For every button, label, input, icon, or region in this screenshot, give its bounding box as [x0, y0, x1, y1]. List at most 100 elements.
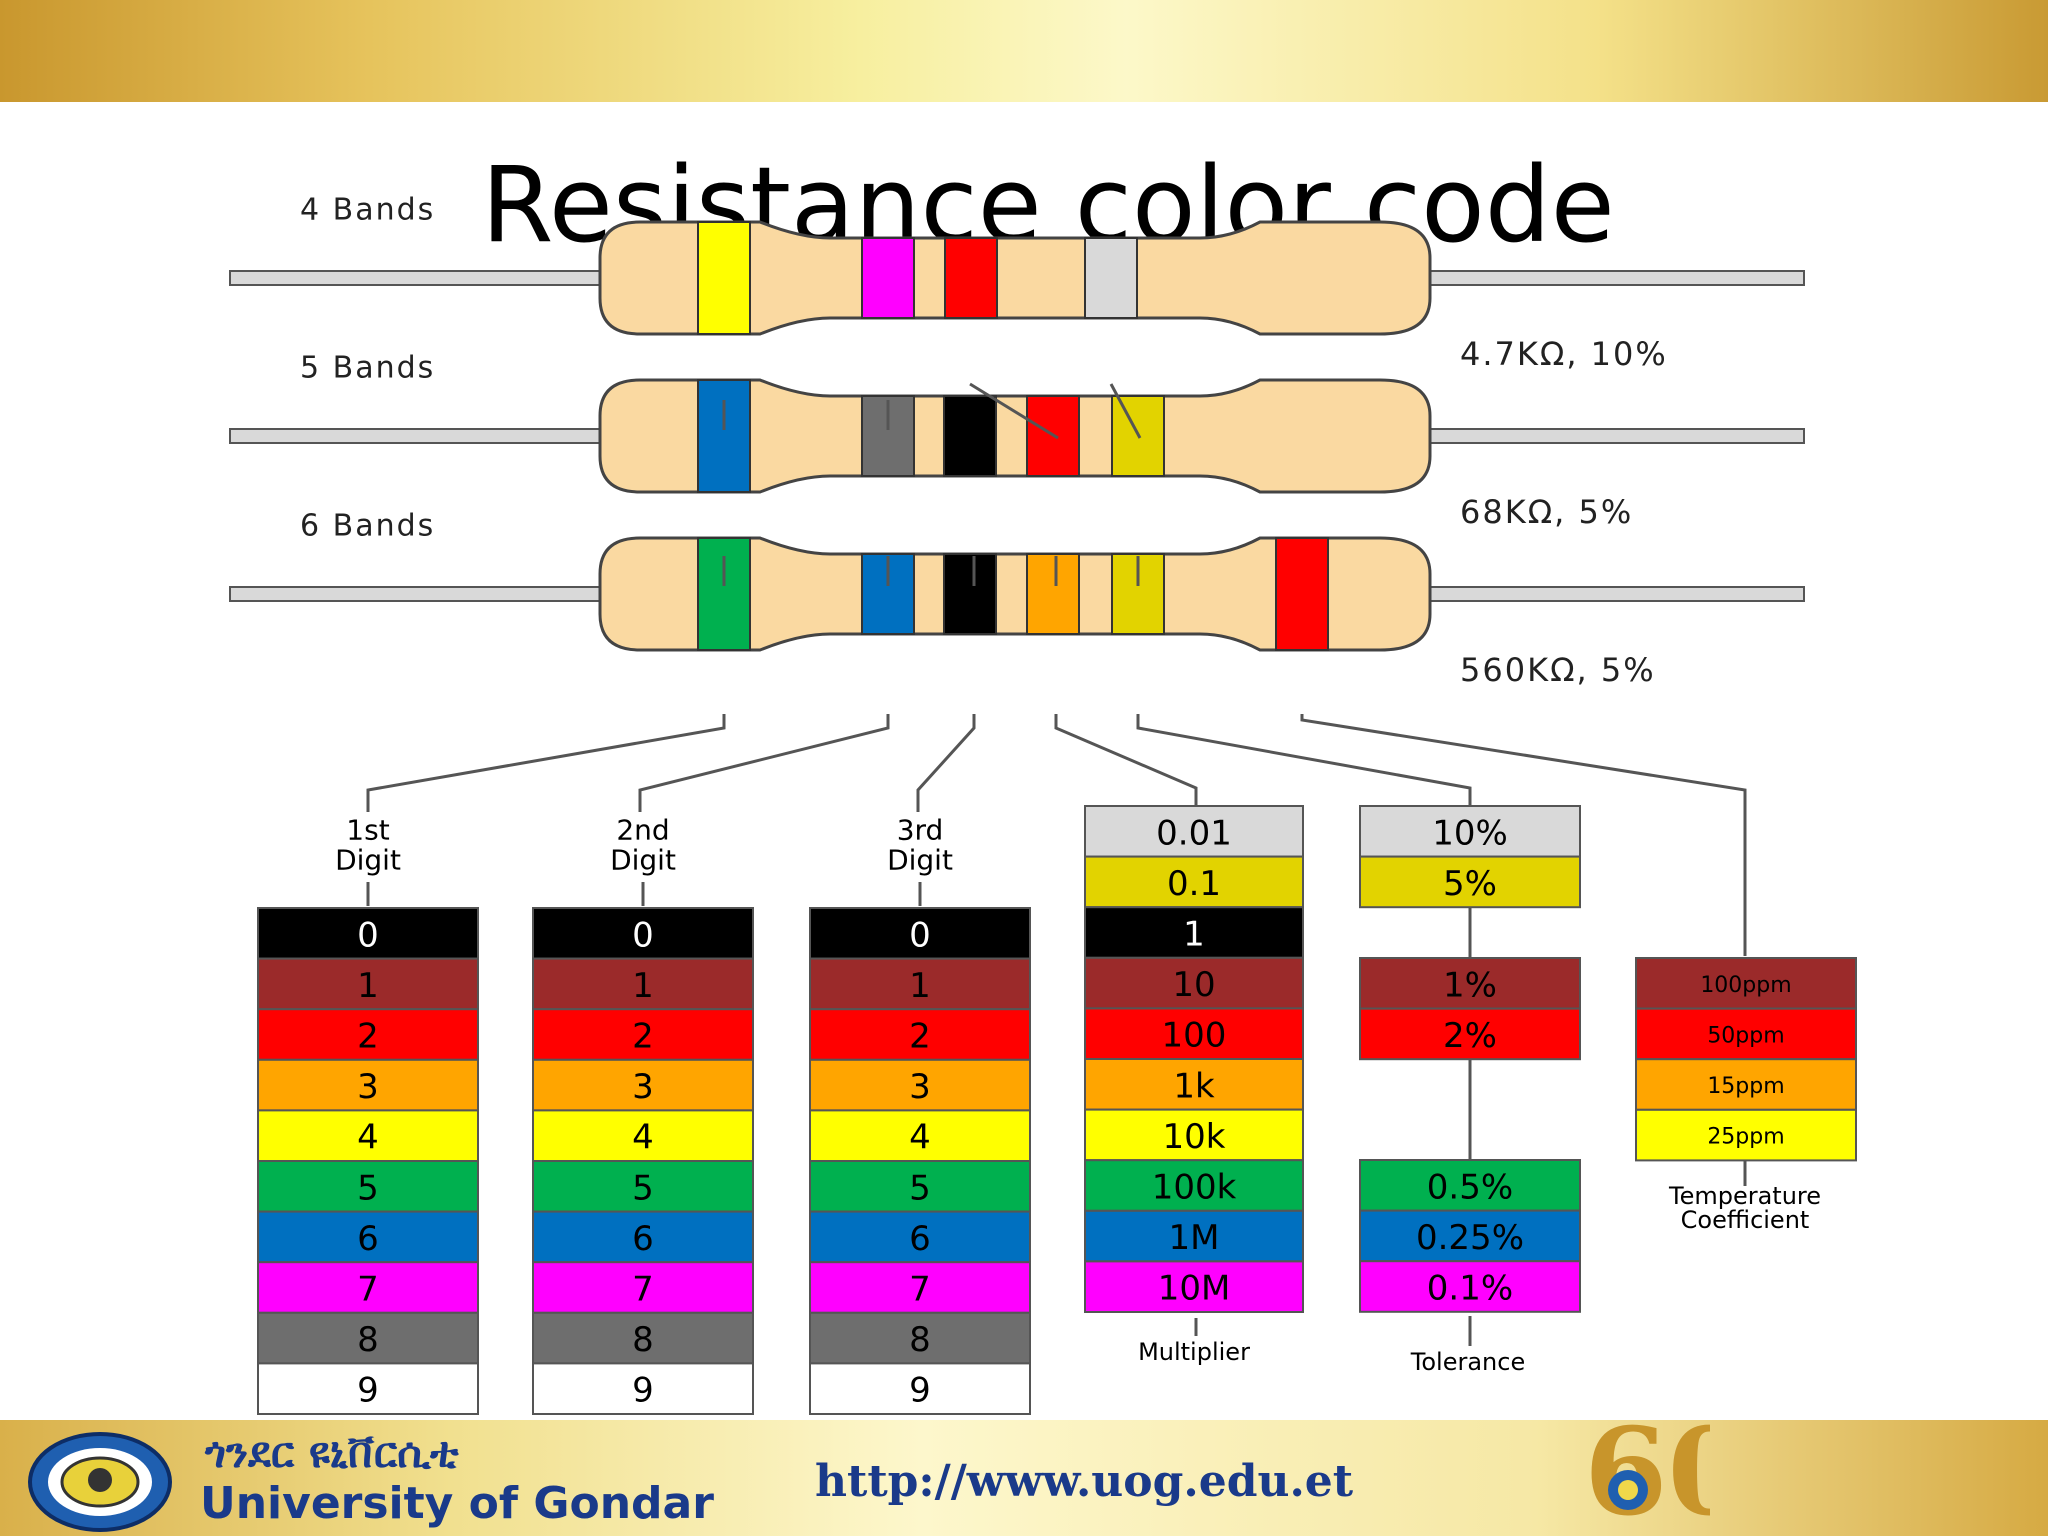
color-cell-yellow [809, 1109, 1031, 1163]
color-cell-gray [809, 1311, 1031, 1365]
resistor-body [598, 536, 1432, 652]
cell-value: 9 [909, 1371, 931, 1411]
digit-column-label: 1st [346, 814, 389, 847]
cell-value: 5 [909, 1168, 931, 1208]
color-cell-blue [1084, 1209, 1304, 1263]
color-band-orange [1026, 553, 1080, 635]
digit-column-2: 0 1 2 3 4 5 6 7 8 9 [532, 907, 754, 1416]
tolerance-group-2: 1%2% [1359, 957, 1581, 1061]
color-cell-white [257, 1362, 479, 1416]
cell-value: 1M [1169, 1218, 1220, 1258]
cell-value: 10M [1158, 1269, 1231, 1309]
color-cell-green [1359, 1159, 1581, 1212]
cell-value: 4 [909, 1118, 931, 1158]
cell-value: 15ppm [1707, 1074, 1784, 1099]
color-cell-brown [1084, 956, 1304, 1010]
cell-value: 3 [909, 1067, 931, 1107]
cell-value: 1 [909, 966, 931, 1006]
color-cell-brown [257, 957, 479, 1011]
digit-column-label: Digit [887, 844, 953, 877]
color-cell-brown [532, 957, 754, 1011]
cell-value: 0.25% [1416, 1218, 1524, 1258]
color-band-red [944, 237, 998, 319]
cell-value: 100 [1162, 1016, 1227, 1056]
color-cell-silver [1084, 805, 1304, 858]
color-band-black [943, 395, 997, 477]
connector-line [1300, 714, 1747, 956]
digit-column-label: 2nd [616, 814, 669, 847]
color-cell-orange [257, 1058, 479, 1112]
resistor-type-label: 6 Bands [300, 509, 435, 544]
cell-value: 0.1 [1167, 864, 1221, 904]
color-band-silver [1084, 237, 1138, 319]
color-cell-black [809, 907, 1031, 960]
resistor-body [598, 220, 1432, 336]
resistor-type-label: 4 Bands [300, 193, 435, 228]
color-cell-red [257, 1008, 479, 1061]
cell-value: 2% [1443, 1016, 1497, 1056]
color-cell-green [809, 1160, 1031, 1213]
color-band-red [1275, 537, 1329, 651]
resistor-2 [229, 378, 1805, 494]
cell-value: 3 [357, 1067, 379, 1107]
color-cell-yellow [257, 1109, 479, 1163]
digit-column-3: 0 1 2 3 4 5 6 7 8 9 [809, 907, 1031, 1416]
color-cell-black [1084, 906, 1304, 959]
anniversary-60-logo: 60 [1584, 1414, 1710, 1532]
color-cell-gold [1359, 855, 1581, 909]
resistor-type-label: 5 Bands [300, 351, 435, 386]
tolerance-group-3: 0.5% 0.25% 0.1% [1359, 1159, 1581, 1313]
color-cell-orange [532, 1058, 754, 1112]
footer-gradient-band [0, 1420, 2048, 1536]
color-cell-white [809, 1362, 1031, 1416]
cell-value: 50ppm [1707, 1023, 1784, 1048]
cell-value: 4 [357, 1118, 379, 1158]
color-cell-red [532, 1008, 754, 1061]
connector-line [1054, 714, 1198, 806]
digit-column-label: 3rd [897, 814, 944, 847]
cell-value: 10k [1163, 1117, 1226, 1157]
cell-value: 2 [909, 1017, 931, 1057]
cell-value: 10 [1172, 965, 1215, 1005]
temperature-coefficient-column: 100ppm 50ppm 15ppm 25ppm [1635, 957, 1857, 1162]
color-cell-yellow [532, 1109, 754, 1163]
color-cell-red [1359, 1007, 1581, 1061]
cell-value: 0.5% [1427, 1167, 1513, 1207]
color-cell-red [1635, 1007, 1857, 1061]
cell-value: 5 [357, 1168, 379, 1208]
color-cell-blue [257, 1210, 479, 1264]
color-cell-silver [1359, 805, 1581, 858]
cell-value: 6 [357, 1219, 379, 1259]
color-cell-black [532, 907, 754, 960]
color-band-yellow [697, 221, 751, 335]
resistor-value-label: 560KΩ, 5% [1460, 651, 1656, 689]
university-url-link[interactable]: http://www.uog.edu.et [815, 1456, 1354, 1507]
cell-value: 25ppm [1707, 1125, 1784, 1150]
header-gradient-band [0, 0, 2048, 102]
connector-line [969, 382, 1059, 440]
cell-value: 9 [632, 1371, 654, 1411]
color-cell-blue [1359, 1209, 1581, 1263]
cell-value: 10% [1432, 813, 1508, 853]
color-band-violet [861, 237, 915, 319]
cell-value: 1 [632, 966, 654, 1006]
cell-value: 2 [357, 1017, 379, 1057]
cell-value: 8 [909, 1320, 931, 1360]
cell-value: 8 [632, 1320, 654, 1360]
digit-column-1: 0 1 2 3 4 5 6 7 8 9 [257, 907, 479, 1416]
resistor-body [598, 378, 1432, 494]
cell-value: 6 [632, 1219, 654, 1259]
color-cell-blue [809, 1210, 1031, 1264]
color-cell-violet [809, 1261, 1031, 1314]
university-name-amharic: ጎንደር ዩኒቨርሲቲ [205, 1428, 459, 1477]
color-cell-black [257, 907, 479, 960]
cell-value: 5 [632, 1168, 654, 1208]
cell-value: 0.01 [1156, 813, 1232, 853]
color-band-green [697, 537, 751, 651]
cell-value: 3 [632, 1067, 654, 1107]
cell-value: 1 [1183, 915, 1205, 955]
cell-value: 0.1% [1427, 1269, 1513, 1309]
connector-line [638, 714, 890, 812]
digit-column-label: Digit [335, 844, 401, 877]
color-band-black [943, 553, 997, 635]
